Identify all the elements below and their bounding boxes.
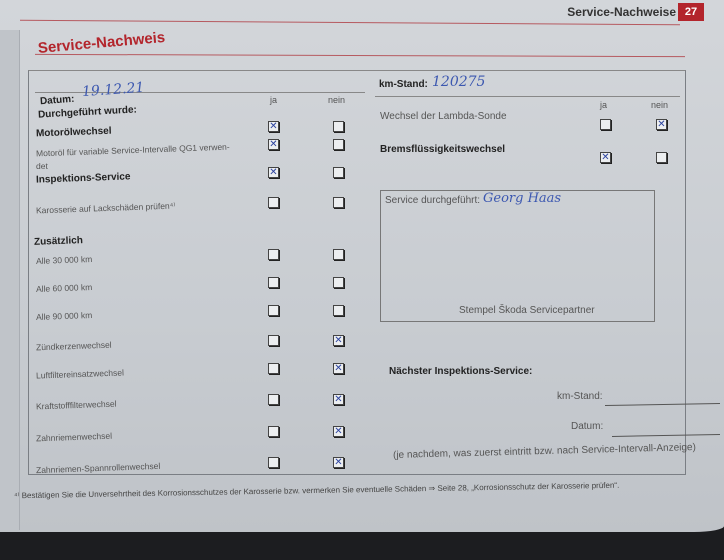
additional-label: Zusätzlich [33, 235, 84, 248]
checkbox-no[interactable] [333, 305, 344, 316]
row-label: Bremsflüssigkeitswechsel [380, 144, 506, 155]
km-value[interactable]: 120275 [432, 74, 486, 90]
next-service-title: Nächster Inspektions-Service: [389, 366, 533, 377]
checkbox-no[interactable] [333, 139, 344, 150]
service-stamp-box: Service durchgeführt: Georg Haas Stempel… [380, 190, 655, 322]
footnote: ⁴⁾ Bestätigen Sie die Unversehrtheit des… [13, 480, 620, 501]
km-label: km-Stand: [379, 79, 428, 90]
row-label: Wechsel der Lambda-Sonde [380, 111, 507, 122]
checkbox-yes[interactable] [268, 305, 279, 316]
checkbox-no[interactable] [333, 249, 344, 260]
checkbox-no[interactable] [656, 152, 667, 163]
header-rule [20, 19, 680, 26]
checkbox-yes[interactable]: ✕ [268, 139, 279, 150]
service-by-label: Service durchgeführt: [385, 195, 481, 206]
page-number: 27 [678, 3, 704, 21]
right-col-no: nein [651, 100, 669, 110]
section-header: Service-Nachweise [567, 5, 676, 19]
checkbox-no[interactable]: ✕ [333, 363, 344, 374]
booklet-page: Service-Nachweise 27 Service-Nachweis Da… [0, 0, 724, 532]
checkbox-yes[interactable] [268, 335, 279, 346]
checkbox-no[interactable] [333, 197, 344, 208]
title-rule [35, 53, 685, 58]
col-no: nein [328, 95, 346, 105]
checkbox-no[interactable] [333, 121, 344, 132]
checkbox-yes[interactable]: ✕ [268, 167, 279, 178]
checkbox-yes[interactable] [600, 119, 611, 130]
checkbox-no[interactable] [333, 277, 344, 288]
right-col-yes: ja [600, 100, 608, 110]
checkbox-yes[interactable] [268, 426, 279, 437]
checkbox-no[interactable]: ✕ [333, 457, 344, 468]
checkbox-no[interactable] [333, 167, 344, 178]
col-yes: ja [270, 95, 278, 105]
date-rule [35, 92, 365, 93]
checkbox-no[interactable]: ✕ [656, 119, 667, 130]
next-date-label: Datum: [571, 421, 604, 432]
checkbox-yes[interactable] [268, 394, 279, 405]
checkbox-yes[interactable]: ✕ [600, 152, 611, 163]
row-label-continued: det [36, 161, 48, 171]
previous-page-edge [0, 30, 20, 530]
checkbox-no[interactable]: ✕ [333, 394, 344, 405]
next-km-label: km-Stand: [557, 391, 603, 402]
km-rule [375, 96, 680, 97]
checkbox-yes[interactable] [268, 277, 279, 288]
row-label: Alle 90 000 km [35, 310, 93, 322]
stamp-label: Stempel Škoda Servicepartner [459, 305, 595, 316]
page-title: Service-Nachweis [37, 28, 166, 57]
checkbox-yes[interactable] [268, 197, 279, 208]
service-form-frame [28, 70, 686, 475]
service-by-value[interactable]: Georg Haas [483, 191, 562, 206]
row-label: Alle 30 000 km [35, 254, 93, 266]
checkbox-no[interactable]: ✕ [333, 335, 344, 346]
row-label: Alle 60 000 km [35, 282, 93, 294]
checkbox-yes[interactable] [268, 363, 279, 374]
checkbox-yes[interactable]: ✕ [268, 121, 279, 132]
checkbox-yes[interactable] [268, 249, 279, 260]
checkbox-yes[interactable] [268, 457, 279, 468]
checkbox-no[interactable]: ✕ [333, 426, 344, 437]
